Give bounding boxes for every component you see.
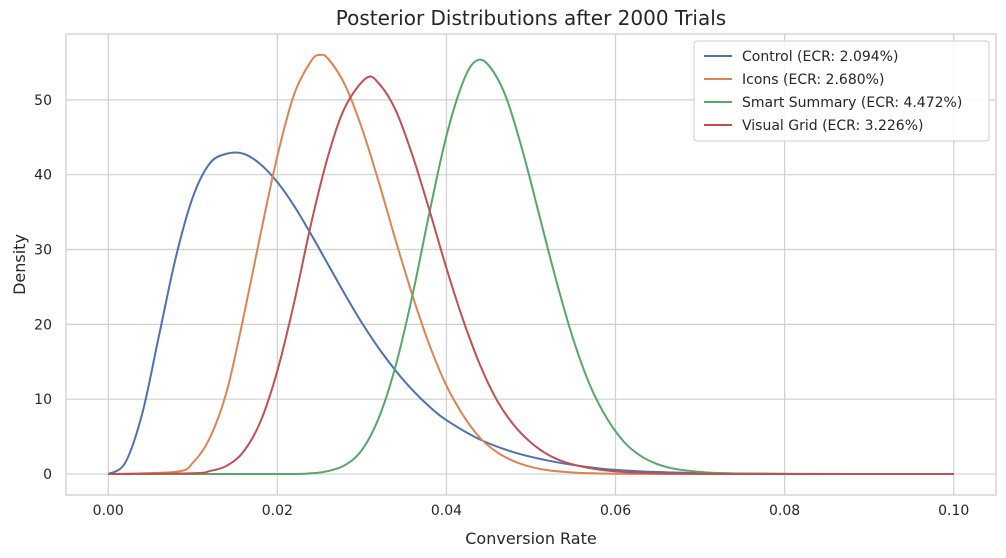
x-tick-label: 0.06 [600,503,631,519]
y-axis-label: Density [10,234,29,295]
y-tick-label: 30 [34,243,52,259]
x-axis-label: Conversion Rate [465,529,596,548]
legend: Control (ECR: 2.094%) Icons (ECR: 2.680%)… [693,40,990,142]
x-tick-label: 0.00 [93,503,124,519]
series-line-0 [107,151,954,476]
legend-box [693,40,990,142]
y-tick-label: 40 [34,168,52,184]
x-tick-label: 0.02 [262,503,293,519]
legend-entry: Control (ECR: 2.094%) [742,49,898,65]
series-line-2 [108,58,954,476]
series-line-3 [108,75,954,476]
series-layer [107,53,954,476]
legend-entry: Icons (ECR: 2.680%) [742,72,884,88]
plot-frame [65,33,997,496]
y-tick-label: 50 [34,93,52,109]
y-tick-label: 20 [34,317,52,333]
chart-title: Posterior Distributions after 2000 Trial… [336,6,726,30]
y-tick-label: 0 [43,467,52,483]
series-line-1 [108,53,954,476]
x-tick-label: 0.08 [769,503,800,519]
legend-entry: Visual Grid (ECR: 3.226%) [742,118,923,134]
y-axis-ticks: 0 10 20 30 40 50 [34,93,52,483]
x-tick-label: 0.04 [431,503,462,519]
legend-entry: Smart Summary (ECR: 4.472%) [742,95,962,111]
y-tick-label: 10 [34,392,52,408]
x-axis-ticks: 0.00 0.02 0.04 0.06 0.08 0.10 [93,503,970,519]
x-tick-label: 0.10 [938,503,969,519]
